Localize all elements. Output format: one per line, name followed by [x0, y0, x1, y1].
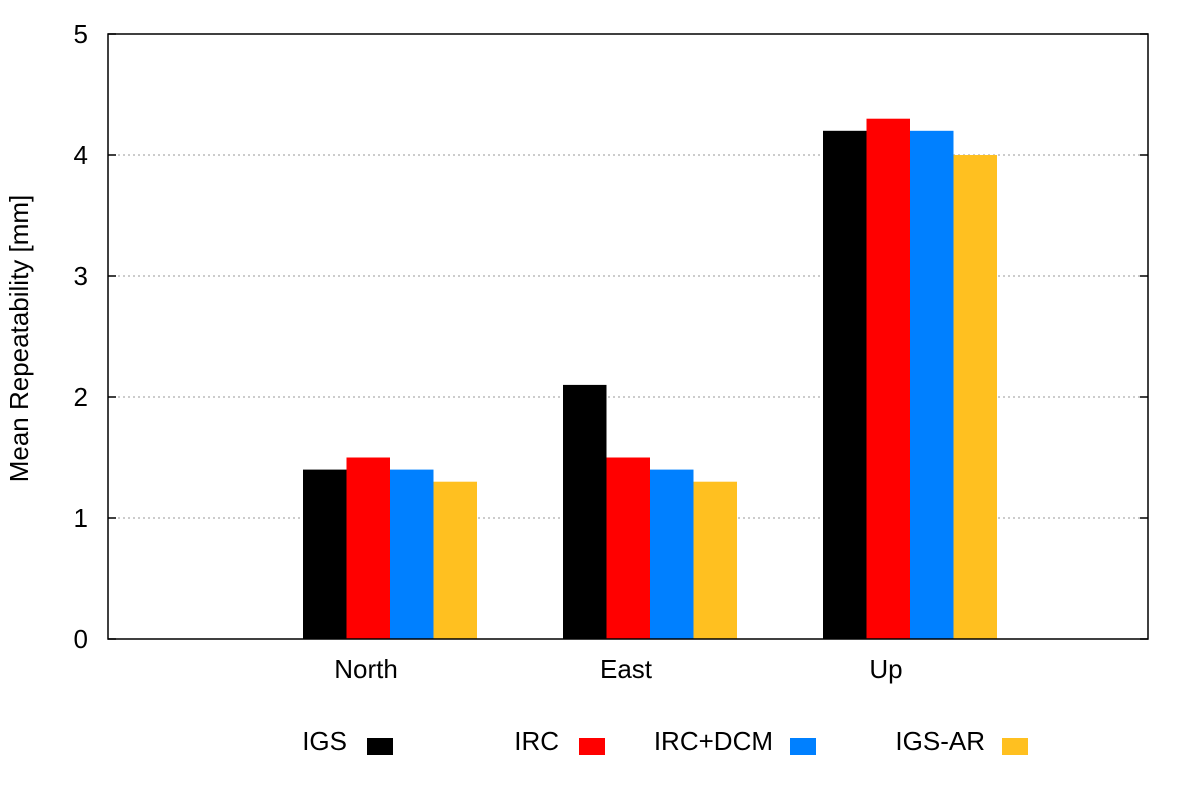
bar-irc-dcm-up [910, 130, 954, 640]
bar-irc-east [606, 457, 650, 639]
legend: IGS IRC IRC+DCM IGS-AR [302, 726, 1028, 756]
bar-igs-ar-up [953, 155, 997, 639]
bar-igs-east [563, 384, 607, 639]
x-category-label: Up [869, 654, 902, 684]
bar-irc-up [866, 118, 910, 639]
legend-label-irc-dcm: IRC+DCM [654, 726, 773, 756]
y-tick-label: 0 [74, 624, 88, 654]
x-category-label: East [600, 654, 653, 684]
y-tick-label: 1 [74, 503, 88, 533]
bars [303, 118, 997, 640]
bar-irc-dcm-east [650, 469, 694, 639]
y-axis-title: Mean Repeatability [mm] [4, 195, 34, 483]
y-axis-ticks: 0 1 2 3 4 5 [74, 19, 1148, 654]
plot-frame [107, 33, 1149, 640]
y-tick-label: 5 [74, 19, 88, 49]
bar-igs-north [303, 469, 347, 639]
bar-irc-dcm-north [390, 469, 434, 639]
legend-swatch-irc [579, 738, 605, 755]
legend-label-igs-ar: IGS-AR [895, 726, 985, 756]
legend-label-igs: IGS [302, 726, 347, 756]
y-tick-label: 4 [74, 140, 88, 170]
legend-swatch-irc-dcm [790, 738, 816, 755]
x-axis-categories: North East Up [334, 654, 902, 684]
y-tick-label: 3 [74, 261, 88, 291]
legend-swatch-igs-ar [1002, 738, 1028, 755]
y-tick-label: 2 [74, 382, 88, 412]
legend-label-irc: IRC [514, 726, 559, 756]
x-category-label: North [334, 654, 398, 684]
bar-igs-ar-north [433, 481, 477, 639]
bar-irc-north [346, 457, 390, 639]
legend-swatch-igs [367, 738, 393, 755]
bar-igs-up [823, 130, 867, 640]
bar-igs-ar-east [693, 481, 737, 639]
